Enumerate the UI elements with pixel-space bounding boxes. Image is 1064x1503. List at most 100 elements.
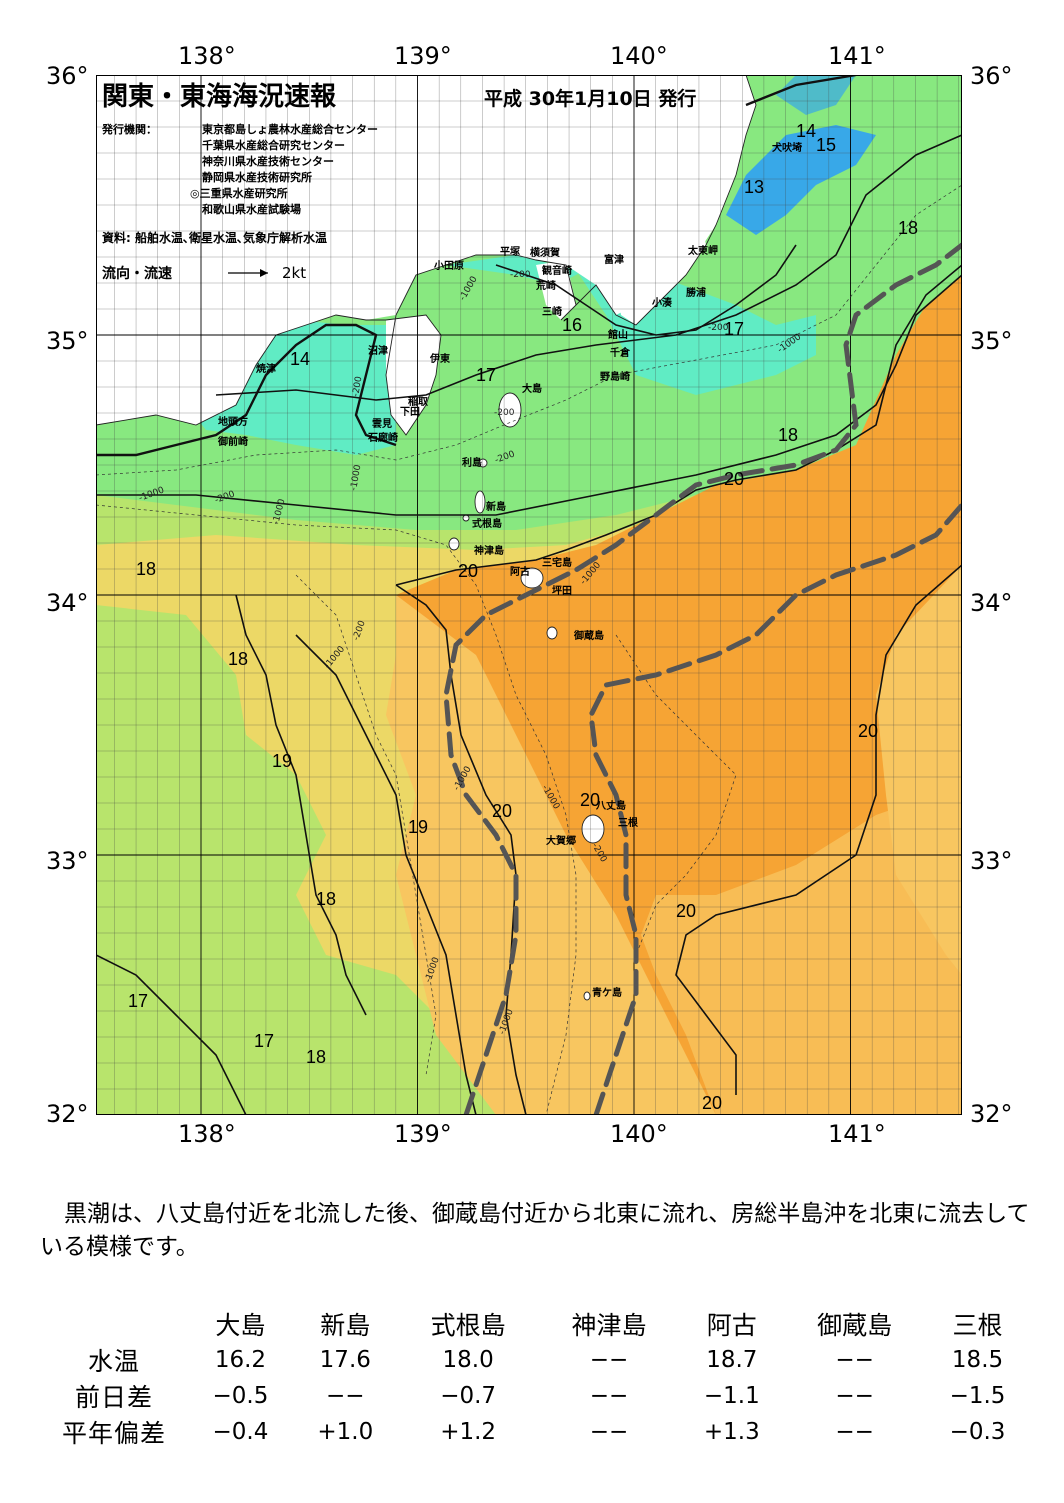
isotherm-label: 13 [744, 177, 764, 197]
sea-temperature-map: 関東・東海海況速報 平成 30年1月10日 発行 資料: 船舶水温､衛星水温､気… [96, 75, 962, 1115]
place-ako: 阿古 [510, 565, 530, 578]
table-cell: −0.7 [440, 1383, 497, 1409]
isotherm-label: 18 [898, 218, 918, 238]
isotherm-label: 16 [562, 315, 582, 335]
sea-zone-coldest-boso [726, 125, 876, 235]
place-arasaki: 荒崎 [535, 279, 556, 292]
lat-label-right-33: 33° [970, 847, 1013, 875]
lon-label-top-139: 139° [394, 42, 452, 70]
lon-label-top-138: 138° [178, 42, 236, 70]
island-mikurajima [546, 626, 558, 640]
isotherm-20-west [395, 584, 527, 1115]
place-katsuura: 勝浦 [686, 286, 706, 299]
lat-label-left-32: 32° [46, 1100, 89, 1128]
lat-label-right-36: 36° [970, 62, 1013, 90]
sea-zone-cold-sagami [446, 255, 816, 395]
issuer-item: ◎三重県水産研究所 [190, 187, 288, 200]
place-toshima: 利島 [462, 456, 482, 469]
table-header-cell: 式根島 [430, 1311, 506, 1340]
place-irozaki: 石廊崎 [367, 431, 398, 444]
lat-label-left-36: 36° [46, 62, 89, 90]
water-temperature-table: 大島 新島 式根島 神津島 阿古 御蔵島 三根 水温 16.2 17.6 18.… [40, 1306, 1030, 1450]
isotherm-19-west [295, 634, 477, 1115]
lon-label-bottom-140: 140° [610, 1120, 668, 1148]
isotherm-label: 19 [272, 751, 292, 771]
isotherm-label: 14 [796, 121, 816, 141]
table-row-label: 水温 [87, 1347, 140, 1376]
place-inubosaki: 犬吠埼 [772, 141, 802, 154]
place-mitsune: 三根 [618, 816, 638, 829]
isotherm-label: 20 [458, 561, 478, 581]
table-cell: −1.1 [703, 1383, 760, 1409]
lon-label-top-141: 141° [828, 42, 886, 70]
island-oshima [498, 392, 522, 428]
lat-label-left-34: 34° [46, 589, 89, 617]
land-boso-peninsula [586, 75, 706, 325]
isotherm-20-east [675, 564, 962, 1095]
legend-arrow-icon [260, 269, 268, 277]
depth-label: -200 [708, 323, 729, 333]
table-cell: −− [589, 1383, 629, 1409]
table-cell: −− [835, 1347, 874, 1373]
isotherm-label: 20 [858, 721, 878, 741]
depth-contour-1000-b [295, 574, 437, 1076]
table-cell: −− [835, 1419, 874, 1445]
table-header-cell: 御蔵島 [817, 1311, 893, 1340]
table-cell: 18.5 [951, 1347, 1004, 1373]
table-header-cell: 神津島 [571, 1311, 647, 1340]
place-kozushima: 神津島 [474, 544, 504, 557]
lat-label-left-33: 33° [46, 847, 89, 875]
lat-label-right-32: 32° [970, 1100, 1013, 1128]
table-cell: −0.4 [212, 1419, 269, 1445]
place-chikura: 千倉 [610, 346, 631, 359]
place-hiratsuka: 平塚 [500, 245, 520, 258]
lon-label-bottom-139: 139° [394, 1120, 452, 1148]
table-cell: −1.5 [949, 1383, 1006, 1409]
isotherm-label: 20 [676, 901, 696, 921]
depth-contour-200 [96, 184, 962, 476]
table-cell: 16.2 [214, 1347, 267, 1373]
isotherm-17-coast [215, 134, 962, 401]
isotherm-14-suruga [96, 323, 397, 457]
isotherm-17-sw [96, 954, 247, 1115]
place-nojimazaki: 野島崎 [600, 370, 630, 383]
depth-label: -1000 [349, 464, 363, 492]
place-shikinejima: 式根島 [472, 517, 502, 530]
table-row: 平年偏差 −0.4 +1.0 +1.2 −− +1.3 −− −0.3 [40, 1414, 1030, 1450]
issuer-item: 和歌山県水産試験場 [202, 203, 301, 216]
table-header-cell: 大島 [215, 1311, 266, 1340]
isotherm-20-north [395, 264, 962, 586]
table-row: 水温 16.2 17.6 18.0 −− 18.7 −− 18.5 [40, 1342, 1030, 1378]
table-cell: +1.0 [317, 1419, 374, 1445]
place-misaki: 三崎 [542, 305, 562, 318]
table-cell: −0.5 [212, 1383, 269, 1409]
isotherm-label: 18 [778, 425, 798, 445]
isotherm-label: 18 [228, 649, 248, 669]
place-yaizu: 焼津 [256, 362, 276, 375]
place-odawara: 小田原 [433, 259, 464, 272]
table-header-cell: 三根 [952, 1311, 1003, 1340]
place-shimoda: 下田 [400, 406, 420, 418]
isotherm-label: 17 [254, 1031, 274, 1051]
table-header-cell: 阿古 [706, 1311, 757, 1340]
place-kumomi: 雲見 [372, 418, 392, 430]
depth-label: -200 [510, 270, 531, 280]
place-numazu: 沼津 [368, 344, 388, 357]
place-ito: 伊東 [429, 352, 450, 365]
depth-contour-1000 [96, 504, 577, 1115]
isotherm-label-layer: 14 15 13 18 16 17 14 17 18 20 18 20 18 1… [128, 121, 918, 1113]
issuer-item: 神奈川県水産技術センター [202, 155, 334, 168]
isotherm-label: 19 [408, 817, 428, 837]
place-niijima: 新島 [486, 500, 506, 513]
place-inatori: 稲取 [408, 395, 429, 408]
isotherm-label: 20 [492, 801, 512, 821]
place-oshima: 大島 [522, 382, 542, 395]
source-note: 資料: 船舶水温､衛星水温､気象庁解析水温 [102, 230, 327, 245]
table-cell: −0.3 [949, 1419, 1006, 1445]
place-miyakejima: 三宅島 [542, 556, 572, 569]
lat-label-right-35: 35° [970, 327, 1013, 355]
map-title: 関東・東海海況速報 [102, 82, 337, 112]
place-okago: 大賀郷 [546, 834, 576, 847]
table-row-label: 平年偏差 [61, 1419, 166, 1448]
isotherm-label: 20 [724, 469, 744, 489]
